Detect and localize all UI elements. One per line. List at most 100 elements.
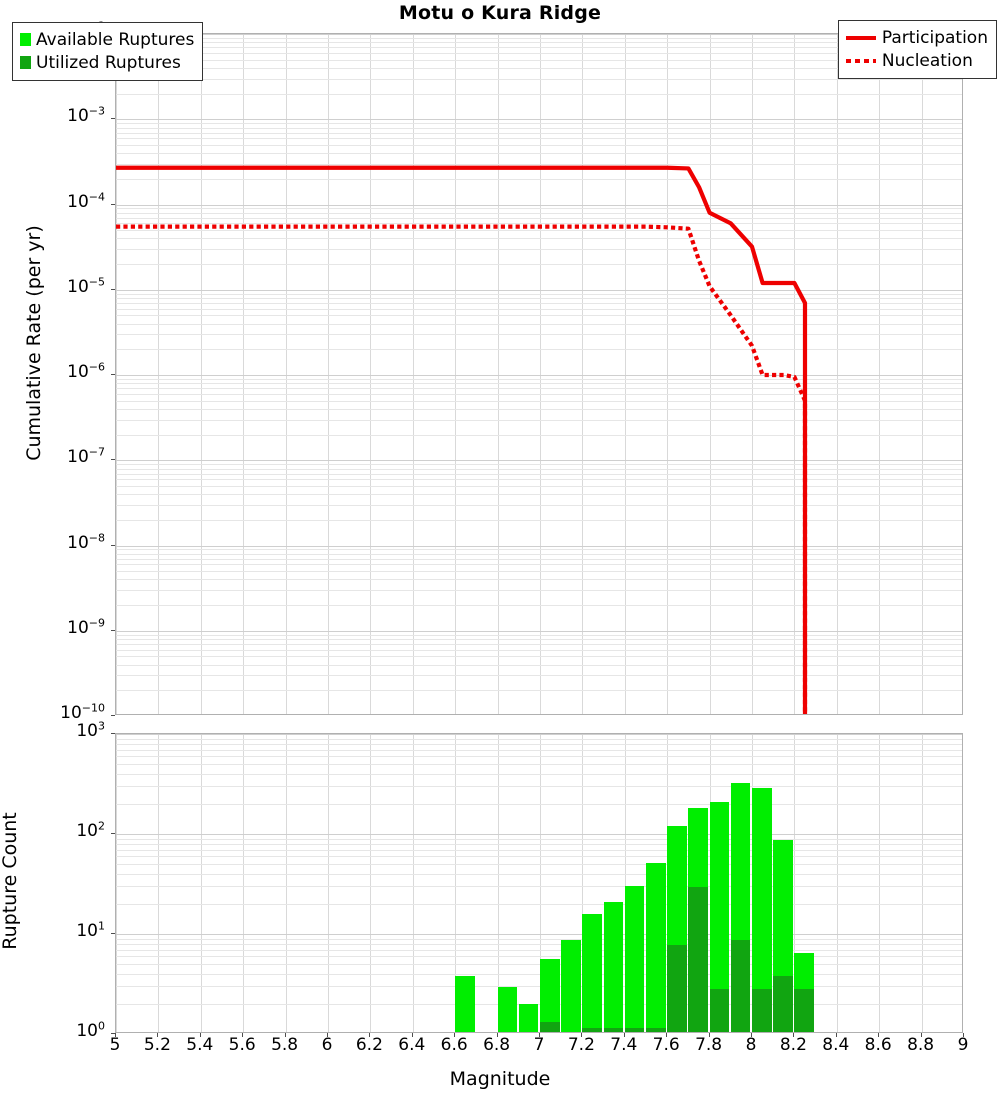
gridline-horizontal-major <box>116 289 962 291</box>
gridline-vertical <box>794 34 796 714</box>
gridline-horizontal-minor <box>116 838 962 840</box>
x-tick-label: 5.4 <box>186 1035 214 1055</box>
gridline-horizontal-minor <box>116 756 962 758</box>
y-tick-label: 10−4 <box>67 189 105 212</box>
legend-item-participation[interactable]: Participation <box>845 26 988 49</box>
bar-available <box>497 987 518 1032</box>
gridline-horizontal-minor <box>116 249 962 251</box>
x-tick-mark <box>157 1033 159 1037</box>
gridline-horizontal-major <box>116 204 962 206</box>
bottom-y-axis-title: Rupture Count <box>0 812 21 950</box>
gridline-horizontal-major <box>116 934 962 935</box>
legend-label-nucleation: Nucleation <box>881 50 973 71</box>
gridline-horizontal-minor <box>116 59 962 61</box>
gridline-vertical <box>455 734 457 1032</box>
legend-item-utilized-ruptures[interactable]: Utilized Ruptures <box>20 51 194 74</box>
gridline-horizontal-minor <box>116 153 962 155</box>
bar-utilized <box>709 988 730 1032</box>
gridline-horizontal-minor <box>116 644 962 645</box>
gridline-horizontal-minor <box>116 52 962 54</box>
gridline-horizontal-minor <box>116 308 962 310</box>
bar-available <box>582 914 603 1032</box>
gridline-horizontal-minor <box>116 590 962 592</box>
bottom-plot-legend[interactable]: Available Ruptures Utilized Ruptures <box>12 22 204 81</box>
gridline-vertical <box>370 34 372 714</box>
gridline-horizontal-minor <box>116 400 962 402</box>
gridline-horizontal-major <box>116 834 962 835</box>
x-tick-label: 7.6 <box>652 1035 680 1055</box>
x-tick-mark <box>115 1033 116 1037</box>
y-tick-label: 10−3 <box>67 104 105 127</box>
gridline-horizontal-minor <box>116 943 962 945</box>
curve-nucleation <box>116 224 808 714</box>
gridline-horizontal-minor <box>116 558 962 560</box>
gridline-horizontal-minor <box>116 639 962 640</box>
top-plot-legend[interactable]: Participation Nucleation <box>837 20 997 79</box>
x-tick-mark <box>539 1033 540 1037</box>
gridline-vertical <box>540 734 541 1032</box>
gridline-vertical <box>921 734 923 1032</box>
x-tick-mark <box>751 1033 752 1037</box>
gridline-horizontal-minor <box>116 485 962 487</box>
gridline-horizontal-minor <box>116 690 962 692</box>
bar-utilized <box>646 1027 666 1032</box>
y-tick-label: 102 <box>76 819 105 841</box>
top-y-axis-title: Cumulative Rate (per yr) <box>23 225 45 461</box>
bar-utilized <box>688 887 709 1032</box>
x-tick-mark <box>666 1033 668 1037</box>
gridline-horizontal-minor <box>116 634 962 636</box>
y-tick-label: 100 <box>76 1019 105 1041</box>
gridline-horizontal-major <box>116 34 962 35</box>
gridline-vertical <box>836 734 838 1032</box>
y-tick-label: 10−9 <box>67 616 105 638</box>
x-tick-mark <box>284 1033 286 1037</box>
gridline-vertical <box>116 34 117 714</box>
gridline-horizontal-minor <box>116 656 962 658</box>
x-tick-label: 7 <box>533 1035 545 1055</box>
x-tick-label: 7.8 <box>695 1035 723 1055</box>
gridline-horizontal-minor <box>116 764 962 766</box>
gridline-horizontal-minor <box>116 303 962 304</box>
gridline-horizontal-major <box>116 630 962 632</box>
bar-available <box>540 958 560 1032</box>
x-tick-label: 8.2 <box>779 1035 807 1055</box>
gridline-vertical <box>709 34 711 714</box>
bar-available <box>455 976 475 1032</box>
rupture-count-plot <box>115 733 963 1033</box>
legend-item-available-ruptures[interactable]: Available Ruptures <box>20 28 194 51</box>
x-tick-mark <box>878 1033 880 1037</box>
gridline-horizontal-major <box>116 545 962 547</box>
gridline-horizontal-minor <box>116 986 962 988</box>
gridline-horizontal-minor <box>116 743 962 745</box>
bar-utilized <box>603 1027 624 1032</box>
gridline-vertical <box>582 34 584 714</box>
y-tick-mark <box>111 715 115 716</box>
gridline-horizontal-minor <box>116 93 962 95</box>
gridline-horizontal-minor <box>116 553 962 555</box>
x-tick-label: 5 <box>109 1035 121 1055</box>
top-plot-curves <box>116 165 808 714</box>
gridline-horizontal-minor <box>116 408 962 410</box>
gridline-horizontal-minor <box>116 564 962 566</box>
gridline-horizontal-minor <box>116 903 962 905</box>
gridline-horizontal-minor <box>116 323 962 325</box>
gridline-horizontal-minor <box>116 434 962 436</box>
x-tick-mark <box>920 1033 922 1037</box>
gridline-vertical <box>285 34 287 714</box>
x-tick-mark <box>623 1033 625 1037</box>
x-tick-mark <box>199 1033 201 1037</box>
x-tick-label: 8 <box>745 1035 757 1055</box>
gridline-horizontal-minor <box>116 803 962 805</box>
gridline-horizontal-minor <box>116 973 962 975</box>
gridline-horizontal-minor <box>116 873 962 875</box>
x-tick-label: 6.8 <box>483 1035 511 1055</box>
x-tick-mark <box>963 1033 964 1037</box>
bar-utilized <box>773 976 793 1032</box>
gridline-horizontal-minor <box>116 230 962 232</box>
legend-item-nucleation[interactable]: Nucleation <box>845 49 988 72</box>
gridline-horizontal-minor <box>116 393 962 395</box>
x-tick-label: 6.6 <box>440 1035 468 1055</box>
gridline-vertical <box>752 34 753 714</box>
green-square-icon <box>20 33 31 46</box>
gridline-horizontal-minor <box>116 223 962 225</box>
